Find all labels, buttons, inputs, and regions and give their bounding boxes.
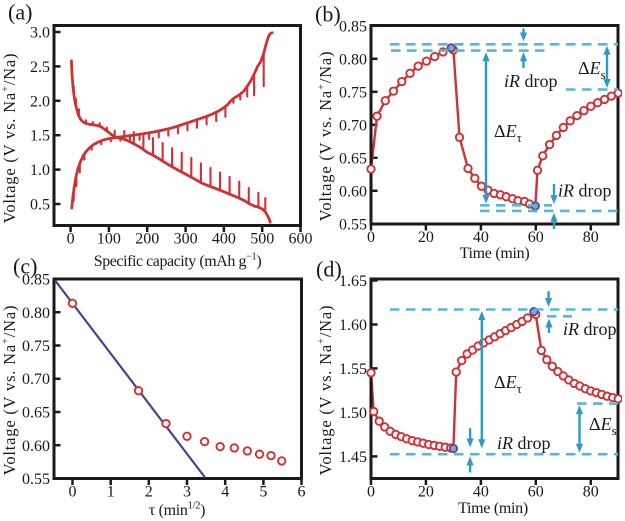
svg-text:ΔEs: ΔEs bbox=[578, 58, 606, 82]
svg-text:ΔEτ: ΔEτ bbox=[494, 121, 522, 145]
svg-text:iR drop: iR drop bbox=[497, 433, 551, 453]
svg-text:Voltage (V vs. Na+/Na): Voltage (V vs. Na+/Na) bbox=[316, 51, 335, 222]
svg-text:60: 60 bbox=[528, 229, 544, 246]
svg-text:4: 4 bbox=[221, 484, 229, 501]
svg-text:0.75: 0.75 bbox=[339, 84, 367, 101]
svg-text:40: 40 bbox=[473, 229, 489, 246]
svg-text:0.85: 0.85 bbox=[22, 272, 50, 289]
svg-text:200: 200 bbox=[135, 231, 159, 248]
svg-text:1.65: 1.65 bbox=[339, 273, 367, 290]
svg-text:0: 0 bbox=[367, 484, 375, 501]
svg-text:80: 80 bbox=[583, 484, 599, 501]
svg-text:1.5: 1.5 bbox=[30, 128, 50, 145]
svg-text:iR drop: iR drop bbox=[504, 71, 558, 91]
svg-text:0: 0 bbox=[67, 231, 75, 248]
svg-text:iR drop: iR drop bbox=[563, 319, 617, 339]
svg-text:6: 6 bbox=[298, 484, 306, 501]
svg-text:0.60: 0.60 bbox=[339, 183, 367, 200]
svg-text:0.75: 0.75 bbox=[22, 338, 50, 355]
svg-text:1.60: 1.60 bbox=[339, 317, 367, 334]
svg-text:400: 400 bbox=[212, 231, 236, 248]
svg-text:Voltage (V vs. Na+/Na): Voltage (V vs. Na+/Na) bbox=[0, 53, 19, 224]
svg-text:0.80: 0.80 bbox=[339, 51, 367, 68]
svg-text:Specific capacity (mAh g−1): Specific capacity (mAh g−1) bbox=[94, 252, 262, 271]
svg-text:ΔEτ: ΔEτ bbox=[494, 372, 522, 396]
svg-text:Voltage (V vs. Na+/Na): Voltage (V vs. Na+/Na) bbox=[316, 305, 335, 476]
svg-text:(a): (a) bbox=[8, 0, 32, 25]
svg-text:Time (min): Time (min) bbox=[460, 245, 530, 262]
svg-text:0.5: 0.5 bbox=[30, 197, 50, 214]
svg-text:80: 80 bbox=[583, 229, 599, 246]
svg-text:3.0: 3.0 bbox=[30, 25, 50, 42]
svg-text:1: 1 bbox=[107, 484, 115, 501]
svg-text:0.60: 0.60 bbox=[22, 438, 50, 455]
svg-text:1.0: 1.0 bbox=[30, 162, 50, 179]
svg-text:3: 3 bbox=[183, 484, 191, 501]
svg-text:0.65: 0.65 bbox=[339, 150, 367, 167]
svg-text:(d): (d) bbox=[316, 257, 342, 282]
svg-text:1.55: 1.55 bbox=[339, 361, 367, 378]
svg-text:1.45: 1.45 bbox=[339, 449, 367, 466]
svg-text:0.85: 0.85 bbox=[339, 18, 367, 35]
svg-text:0.70: 0.70 bbox=[339, 117, 367, 134]
svg-text:0.70: 0.70 bbox=[22, 371, 50, 388]
svg-text:0: 0 bbox=[367, 229, 375, 246]
svg-text:2.0: 2.0 bbox=[30, 93, 50, 110]
svg-text:(c): (c) bbox=[13, 254, 37, 279]
svg-text:Time (min): Time (min) bbox=[458, 500, 528, 517]
svg-text:τ (min1/2): τ (min1/2) bbox=[149, 501, 205, 520]
svg-text:60: 60 bbox=[528, 484, 544, 501]
svg-text:0.55: 0.55 bbox=[22, 471, 50, 488]
svg-text:500: 500 bbox=[250, 231, 274, 248]
svg-text:iR drop: iR drop bbox=[558, 181, 612, 201]
svg-text:Voltage (V vs. Na+/Na): Voltage (V vs. Na+/Na) bbox=[0, 305, 19, 476]
svg-text:ΔEs: ΔEs bbox=[589, 414, 617, 438]
svg-text:5: 5 bbox=[259, 484, 267, 501]
svg-text:40: 40 bbox=[473, 484, 489, 501]
svg-text:2: 2 bbox=[145, 484, 153, 501]
svg-text:0.55: 0.55 bbox=[339, 216, 367, 233]
svg-text:600: 600 bbox=[289, 231, 313, 248]
svg-text:20: 20 bbox=[418, 229, 434, 246]
svg-text:2.5: 2.5 bbox=[30, 59, 50, 76]
svg-text:20: 20 bbox=[418, 484, 434, 501]
svg-text:0.80: 0.80 bbox=[22, 305, 50, 322]
svg-text:300: 300 bbox=[174, 231, 198, 248]
svg-text:(b): (b) bbox=[315, 2, 341, 27]
svg-text:0.65: 0.65 bbox=[22, 405, 50, 422]
svg-text:1.50: 1.50 bbox=[339, 405, 367, 422]
svg-text:100: 100 bbox=[97, 231, 121, 248]
svg-text:0: 0 bbox=[69, 484, 77, 501]
